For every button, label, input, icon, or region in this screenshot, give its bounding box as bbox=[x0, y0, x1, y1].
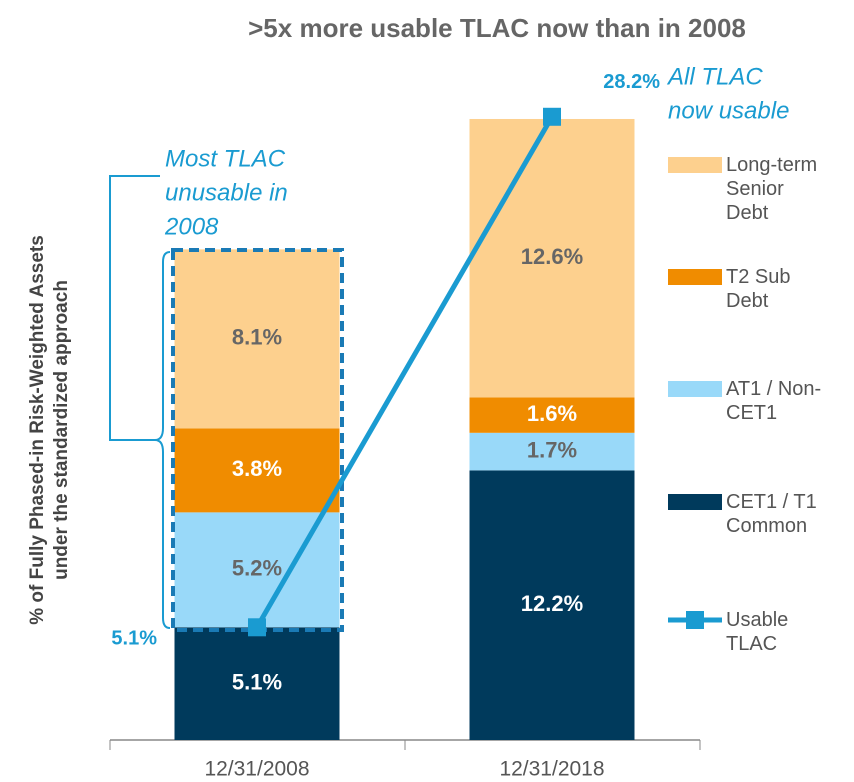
legend-swatch bbox=[686, 611, 704, 629]
legend-swatch bbox=[668, 381, 722, 397]
legend-label: T2 Sub Debt bbox=[726, 266, 791, 312]
legend-swatch bbox=[668, 157, 722, 173]
bar-segment bbox=[174, 428, 340, 513]
line-label: 5.1% bbox=[111, 628, 157, 650]
bar-segment bbox=[174, 249, 340, 429]
line-marker bbox=[543, 107, 561, 126]
bracket bbox=[109, 175, 160, 441]
legend-swatch bbox=[668, 494, 722, 510]
legend-label: CET1 / T1 Common bbox=[726, 491, 817, 537]
bar-segment bbox=[469, 432, 635, 471]
annotation: now usable bbox=[668, 97, 789, 124]
brace bbox=[154, 251, 171, 629]
bar-segment bbox=[174, 627, 340, 740]
data-label: 5.1% bbox=[232, 669, 282, 694]
bar-segment bbox=[469, 118, 635, 398]
data-label: 3.8% bbox=[232, 456, 282, 481]
legend-label: Long-term Senior Debt bbox=[726, 154, 818, 224]
annotation: 2008 bbox=[164, 213, 219, 240]
annotation: All TLAC bbox=[666, 63, 763, 90]
legend-label: Usable TLAC bbox=[726, 609, 789, 655]
data-label: 1.7% bbox=[527, 437, 577, 462]
bar-segment bbox=[469, 397, 635, 433]
chart-title: >5x more usable TLAC now than in 2008 bbox=[248, 13, 746, 43]
legend-swatch bbox=[668, 269, 722, 285]
data-label: 12.2% bbox=[521, 591, 583, 616]
line-marker bbox=[248, 618, 266, 637]
annotation: unusable in bbox=[165, 179, 288, 206]
y-axis-label: under the standardized approach bbox=[51, 280, 72, 580]
line bbox=[254, 115, 555, 629]
line-label: 28.2% bbox=[603, 71, 660, 93]
legend-label: AT1 / Non-CET1 bbox=[726, 378, 822, 424]
y-axis-label: % of Fully Phased-in Risk-Weighted Asset… bbox=[27, 235, 48, 625]
data-label: 5.2% bbox=[232, 556, 282, 581]
bar-segment bbox=[469, 470, 635, 740]
x-tick-label: 12/31/2018 bbox=[499, 758, 604, 781]
annotation: Most TLAC bbox=[165, 145, 286, 172]
data-label: 1.6% bbox=[527, 401, 577, 426]
data-label: 12.6% bbox=[521, 244, 583, 269]
x-tick-label: 12/31/2008 bbox=[204, 758, 309, 781]
data-label: 8.1% bbox=[232, 325, 282, 350]
